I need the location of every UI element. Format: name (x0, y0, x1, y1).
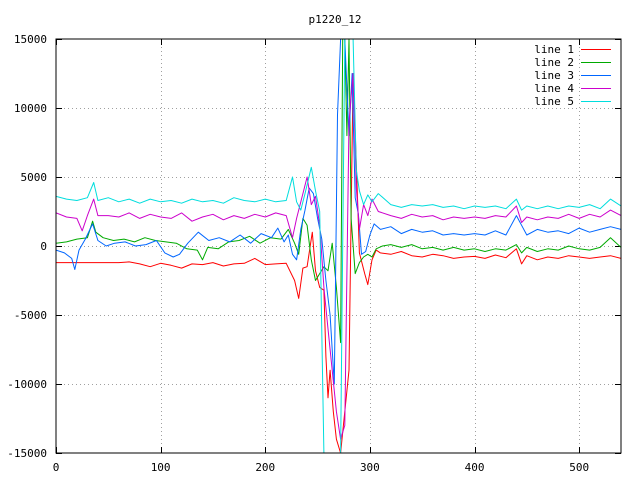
y-tick-label: 0 (40, 240, 47, 253)
plot-frame (55, 38, 622, 454)
y-tick-label: -15000 (7, 447, 47, 460)
legend-label-1: line 1 (534, 43, 574, 56)
legend-label-3: line 3 (534, 69, 574, 82)
series-line-4 (56, 73, 621, 440)
x-tick-label: 400 (465, 461, 485, 474)
x-tick-label: 500 (569, 461, 589, 474)
series-line-1 (56, 73, 621, 453)
x-tick-label: 200 (255, 461, 275, 474)
chart-title: p1220_12 (309, 13, 362, 26)
axis-ticks: 0 100 200 300 400 500 -15000 -10000 -5000 0 5000 10… (7, 33, 621, 474)
series-lines (56, 39, 621, 453)
series-line-5 (56, 39, 621, 453)
legend-label-5: line 5 (534, 95, 574, 108)
plot-area (56, 39, 621, 453)
series-line-3 (56, 39, 621, 385)
legend-label-4: line 4 (534, 82, 574, 95)
series-line-2 (56, 39, 621, 344)
x-tick-label: 100 (151, 461, 171, 474)
x-tick-label: 0 (53, 461, 60, 474)
y-tick-label: 15000 (14, 33, 47, 46)
y-tick-label: 5000 (21, 171, 48, 184)
y-tick-label: 10000 (14, 102, 47, 115)
x-tick-label: 300 (360, 461, 380, 474)
legend-label-2: line 2 (534, 56, 574, 69)
y-tick-label: -5000 (14, 309, 47, 322)
y-tick-label: -10000 (7, 378, 47, 391)
grid (56, 39, 621, 453)
